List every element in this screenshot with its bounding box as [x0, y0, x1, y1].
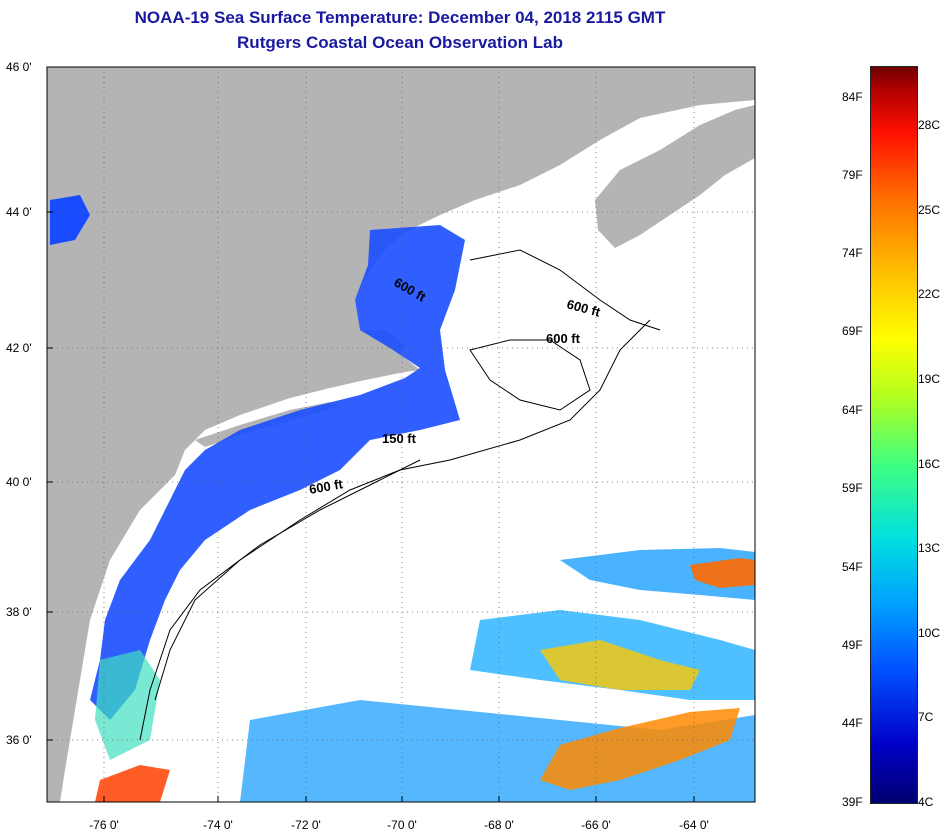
latitude-label: 40 0'	[6, 475, 32, 489]
mainland-land	[47, 67, 755, 802]
colorbar-fahrenheit-label: 39F	[842, 795, 863, 809]
contour-label: 600 ft	[546, 331, 581, 346]
colorbar-fahrenheit-label: 59F	[842, 481, 863, 495]
depth-contour	[469, 339, 591, 411]
longitude-label: -64 0'	[679, 818, 709, 832]
colorbar-celsius-label: 28C	[918, 118, 941, 132]
colorbar-celsius-label: 16C	[918, 457, 941, 471]
colorbar-celsius-label: 19C	[918, 372, 941, 386]
latitude-label: 46 0'	[6, 60, 32, 74]
latitude-label: 42 0'	[6, 341, 32, 355]
colorbar-fahrenheit-label: 74F	[842, 246, 863, 260]
longitude-label: -70 0'	[387, 818, 417, 832]
temperature-colorbar	[870, 66, 918, 804]
colorbar-celsius-label: 7C	[918, 710, 934, 724]
longitude-label: -72 0'	[291, 818, 321, 832]
warm-water-patch	[540, 708, 740, 790]
colorbar-celsius-label: 4C	[918, 795, 934, 809]
colorbar-celsius-label: 10C	[918, 626, 941, 640]
longitude-label: -74 0'	[203, 818, 233, 832]
nova-scotia-land	[595, 105, 755, 248]
chart-subtitle: Rutgers Coastal Ocean Observation Lab	[237, 33, 563, 52]
latitude-label: 44 0'	[6, 205, 32, 219]
depth-contour	[139, 459, 421, 741]
colorbar-fahrenheit-label: 64F	[842, 403, 863, 417]
colorbar-fahrenheit-label: 79F	[842, 168, 863, 182]
colorbar-fahrenheit-label: 84F	[842, 90, 863, 104]
warm-water-patch	[560, 548, 755, 600]
warm-water-patch	[690, 558, 755, 588]
warm-water-patch	[540, 640, 700, 690]
latitude-label: 38 0'	[6, 605, 32, 619]
colorbar-celsius-label: 22C	[918, 287, 941, 301]
contour-label: 600 ft	[308, 476, 345, 497]
colorbar-fahrenheit-label: 44F	[842, 716, 863, 730]
colorbar-fahrenheit-label: 54F	[842, 560, 863, 574]
cold-water-region	[90, 225, 465, 720]
chart-title: NOAA-19 Sea Surface Temperature: Decembe…	[134, 8, 666, 27]
map-frame	[46, 66, 756, 803]
colorbar-fahrenheit-label: 69F	[842, 324, 863, 338]
contour-label: 150 ft	[382, 431, 417, 446]
longitude-label: -76 0'	[89, 818, 119, 832]
cold-water-lake	[50, 195, 90, 245]
longitude-label: -68 0'	[484, 818, 514, 832]
colorbar-celsius-label: 13C	[918, 541, 941, 555]
longitude-label: -66 0'	[581, 818, 611, 832]
colorbar-fahrenheit-label: 49F	[842, 638, 863, 652]
warm-water-patch	[95, 765, 170, 802]
colorbar-celsius-label: 25C	[918, 203, 941, 217]
depth-contour	[469, 249, 661, 331]
warm-water-patch	[95, 650, 160, 760]
tick-marks	[47, 66, 695, 802]
graticule	[47, 67, 755, 802]
latitude-label: 36 0'	[6, 733, 32, 747]
